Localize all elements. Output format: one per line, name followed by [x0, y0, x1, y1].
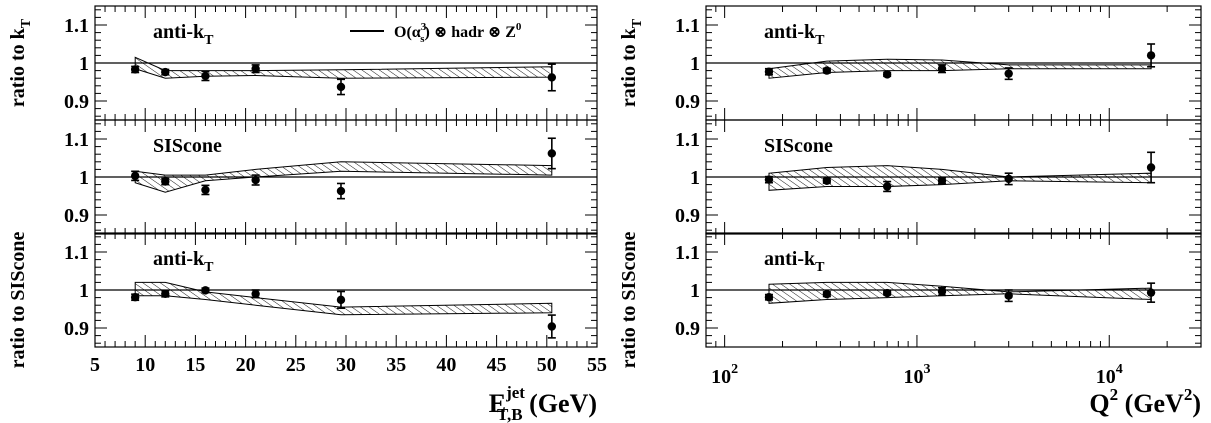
data-point: [161, 289, 170, 298]
data-point: [251, 175, 260, 185]
data-point: [1004, 69, 1013, 78]
x-tick-label: 40: [436, 354, 456, 376]
x-tick-label: 103: [903, 362, 930, 388]
y-tick-label: 1: [690, 167, 700, 189]
x-tick-label: 20: [236, 354, 256, 376]
data-point: [937, 287, 947, 296]
y-tick-label: 1.1: [675, 242, 700, 264]
x-tick-label: 55: [587, 354, 607, 376]
data-point: [201, 286, 210, 295]
y-axis-label: ratio to SIScone: [7, 232, 29, 369]
x-tick-label: 50: [537, 354, 557, 376]
data-point: [882, 182, 892, 191]
y-tick-label: 1.1: [675, 129, 700, 151]
y-axis-label: ratio to kT: [618, 18, 645, 107]
data-point: [336, 82, 346, 92]
data-point: [161, 177, 170, 186]
x-axis-title: Ejet T,B (GeV): [489, 383, 597, 423]
data-point: [161, 67, 170, 77]
y-tick-label: 1: [690, 53, 700, 75]
x-tick-label: 10: [135, 354, 155, 376]
panel-label: anti-kT: [153, 248, 214, 275]
theory-band: [134, 56, 553, 79]
data-point: [1004, 174, 1013, 184]
legend-label: O(α3 s) ⊗ hadr ⊗ Z0: [394, 21, 522, 45]
x-tick-label: 25: [286, 354, 306, 376]
data-point: [822, 289, 832, 299]
x-tick-label: 15: [185, 354, 205, 376]
x-tick-label: 104: [1096, 362, 1123, 388]
x-axis-title: Q2 (GeV2): [1089, 385, 1201, 418]
y-tick-label: 0.9: [675, 318, 700, 340]
x-tick-label: 30: [336, 354, 356, 376]
data-point: [201, 71, 210, 81]
y-tick-label: 0.9: [64, 318, 89, 340]
data-point: [251, 64, 260, 73]
x-tick-label: 45: [487, 354, 507, 376]
data-point: [1146, 163, 1156, 172]
y-tick-label: 1.1: [675, 15, 700, 37]
data-point: [1146, 288, 1156, 297]
data-point: [1146, 51, 1156, 60]
panel-label: anti-kT: [153, 21, 214, 48]
x-tick-label: 35: [386, 354, 406, 376]
panel-label: SIScone: [153, 135, 222, 157]
y-tick-label: 0.9: [64, 205, 89, 227]
data-point: [937, 64, 947, 73]
data-point: [130, 171, 140, 181]
x-tick-label: 5: [90, 354, 100, 376]
data-point: [336, 295, 346, 305]
data-point: [201, 185, 210, 195]
data-point: [251, 289, 260, 298]
y-tick-label: 1: [79, 53, 89, 75]
data-point: [822, 176, 832, 185]
data-point: [764, 175, 774, 184]
data-point: [1004, 291, 1013, 300]
data-point: [547, 73, 557, 82]
data-point: [547, 322, 557, 331]
data-point: [882, 70, 892, 79]
y-axis-label: ratio to SIScone: [618, 232, 640, 369]
y-axis-label: ratio to kT: [7, 18, 34, 107]
theory-band: [134, 161, 553, 193]
y-tick-label: 1: [690, 280, 700, 302]
panel-label: SIScone: [764, 135, 833, 157]
data-point: [336, 186, 346, 196]
panel-label: anti-kT: [764, 248, 825, 275]
data-point: [130, 65, 140, 74]
data-point: [937, 176, 947, 185]
y-tick-label: 0.9: [675, 205, 700, 227]
y-tick-label: 0.9: [675, 91, 700, 113]
data-point: [822, 66, 832, 75]
y-tick-label: 1.1: [64, 15, 89, 37]
y-tick-label: 0.9: [64, 91, 89, 113]
y-tick-label: 1: [79, 167, 89, 189]
data-point: [764, 293, 774, 302]
data-point: [764, 67, 774, 76]
data-point: [130, 293, 140, 302]
data-point: [547, 149, 557, 158]
y-tick-label: 1.1: [64, 129, 89, 151]
y-tick-label: 1: [79, 280, 89, 302]
x-tick-label: 102: [711, 362, 738, 388]
data-point: [882, 288, 892, 298]
y-tick-label: 1.1: [64, 242, 89, 264]
panel-label: anti-kT: [764, 21, 825, 48]
